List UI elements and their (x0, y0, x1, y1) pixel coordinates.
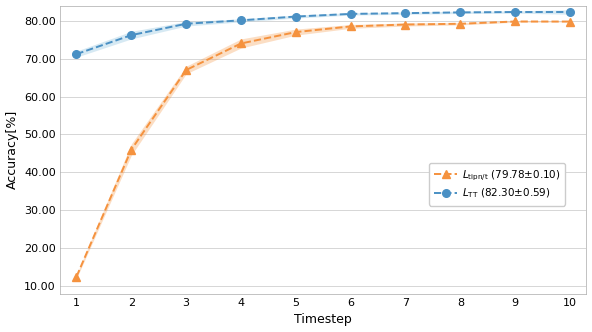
$L_{\mathrm{tipn/t}}$ (79.78$\pm$0.10) (182, 68, 189, 72)
$L_{\mathrm{TT}}$ (82.30$\pm$0.59) (347, 12, 354, 16)
$L_{\mathrm{TT}}$ (82.30$\pm$0.59) (511, 10, 519, 14)
$L_{\mathrm{TT}}$ (82.30$\pm$0.59) (567, 10, 574, 14)
Line: $L_{\mathrm{tipn/t}}$ (79.78$\pm$0.10): $L_{\mathrm{tipn/t}}$ (79.78$\pm$0.10) (73, 18, 574, 281)
Legend: $L_{\mathrm{tipn/t}}$ (79.78$\pm$0.10), $L_{\mathrm{TT}}$ (82.30$\pm$0.59): $L_{\mathrm{tipn/t}}$ (79.78$\pm$0.10), … (429, 163, 565, 206)
$L_{\mathrm{tipn/t}}$ (79.78$\pm$0.10) (457, 22, 464, 26)
$L_{\mathrm{tipn/t}}$ (79.78$\pm$0.10) (567, 20, 574, 24)
$L_{\mathrm{tipn/t}}$ (79.78$\pm$0.10) (347, 25, 354, 29)
$L_{\mathrm{TT}}$ (82.30$\pm$0.59) (292, 15, 300, 19)
$L_{\mathrm{tipn/t}}$ (79.78$\pm$0.10) (128, 148, 135, 152)
$L_{\mathrm{TT}}$ (82.30$\pm$0.59) (73, 52, 80, 56)
Y-axis label: Accuracy[%]: Accuracy[%] (5, 110, 18, 189)
Line: $L_{\mathrm{TT}}$ (82.30$\pm$0.59): $L_{\mathrm{TT}}$ (82.30$\pm$0.59) (73, 8, 574, 58)
$L_{\mathrm{tipn/t}}$ (79.78$\pm$0.10) (402, 23, 409, 27)
$L_{\mathrm{tipn/t}}$ (79.78$\pm$0.10) (292, 30, 300, 34)
X-axis label: Timestep: Timestep (294, 313, 352, 326)
$L_{\mathrm{TT}}$ (82.30$\pm$0.59) (182, 22, 189, 26)
$L_{\mathrm{TT}}$ (82.30$\pm$0.59) (128, 33, 135, 37)
$L_{\mathrm{TT}}$ (82.30$\pm$0.59) (237, 18, 244, 22)
$L_{\mathrm{tipn/t}}$ (79.78$\pm$0.10) (237, 42, 244, 45)
$L_{\mathrm{TT}}$ (82.30$\pm$0.59) (457, 10, 464, 14)
$L_{\mathrm{tipn/t}}$ (79.78$\pm$0.10) (511, 20, 519, 24)
$L_{\mathrm{tipn/t}}$ (79.78$\pm$0.10) (73, 275, 80, 279)
$L_{\mathrm{TT}}$ (82.30$\pm$0.59) (402, 11, 409, 15)
